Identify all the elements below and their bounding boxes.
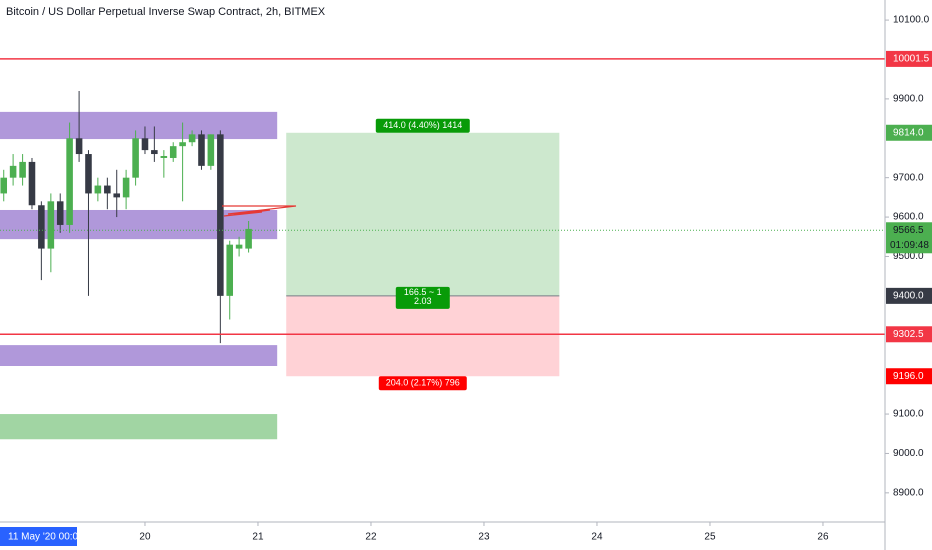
candle-body [66,138,73,225]
stop-price-label: 9196.0 [893,371,924,382]
candle-body [217,134,224,296]
entry-price-label: 9400.0 [893,291,924,302]
cursor-label-box [0,527,77,546]
drawing-scribble [222,205,297,217]
candle-body [122,177,130,198]
x-tick-label: 22 [365,532,377,543]
y-tick-label: 9100.0 [893,409,924,420]
target-price-label: 9814.0 [893,127,924,138]
zone [0,414,278,440]
candle-body [113,193,121,198]
candle-body [179,142,186,147]
stop-price-box [886,368,932,385]
zone [0,345,278,366]
candle-body [38,205,45,249]
y-tick-label: 8900.0 [893,487,924,498]
price-label: 9302.5 [893,329,924,340]
candle-body [75,138,83,155]
last-price-box [886,222,932,254]
candle-body [0,177,8,194]
target-text-box [375,118,470,133]
profit-zone [286,132,560,296]
candle-body [132,138,139,178]
loss-zone [286,295,560,377]
candle-body [226,244,234,296]
candle-body [94,185,102,194]
ratio-text: 166.5 ~ 1 [404,287,442,297]
price-label: 10001.5 [893,54,930,65]
candle-body [9,165,17,178]
last-price-label: 9566.5 [893,225,924,236]
target-price-box [886,124,932,141]
price-label-box [886,326,932,343]
chart-title: Bitcoin / US Dollar Perpetual Inverse Sw… [6,6,326,18]
x-tick-label: 23 [478,532,490,543]
y-tick-label: 9600.0 [893,212,924,223]
x-tick-label: 20 [139,532,151,543]
cursor-label: 11 May '20 00:00 [8,532,84,543]
candle-body [151,150,158,155]
x-tick-label: 26 [817,532,829,543]
countdown: 01:09:48 [890,240,929,251]
candle-body [56,201,64,225]
stop-text: 204.0 (2.17%) 796 [386,378,460,388]
price-label-box [886,50,932,67]
candle-body [19,161,26,178]
y-tick-label: 9500.0 [893,251,924,262]
candle-body [235,244,243,249]
x-tick-label: 25 [704,532,716,543]
candle-body [141,138,149,151]
y-tick-label: 9700.0 [893,172,924,183]
target-text: 414.0 (4.40%) 1414 [383,120,462,130]
candle-body [28,161,36,206]
y-tick-label: 10100.0 [893,15,930,26]
y-tick-label: 9900.0 [893,94,924,105]
candle-body [47,201,55,249]
x-tick-label: 24 [591,532,603,543]
stop-text-box [378,376,467,391]
candle-body [198,134,205,166]
entry-price-box [886,287,932,304]
candle-body [104,185,111,194]
candle-body [188,134,196,143]
y-tick-label: 9000.0 [893,448,924,459]
candle-body [169,146,177,158]
zone [0,111,278,140]
ratio-text: 2.03 [414,296,432,306]
candle-body [85,154,92,194]
x-tick-label: 21 [252,532,264,543]
candle-body [207,134,215,166]
candle-body [160,156,168,158]
candle-body [245,228,252,249]
ratio-box [395,286,450,309]
